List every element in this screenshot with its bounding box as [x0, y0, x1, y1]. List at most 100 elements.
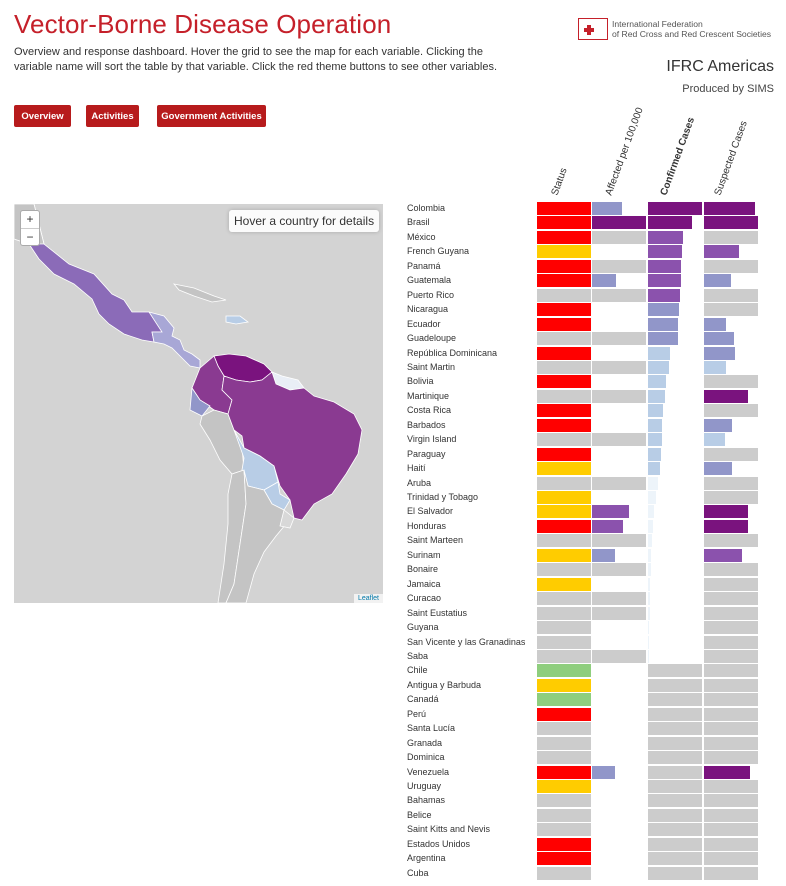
table-row[interactable]: Haití [0, 462, 786, 476]
cell-confirmed[interactable] [648, 606, 650, 620]
cell-suspected[interactable] [704, 808, 758, 822]
table-row[interactable]: República Dominicana [0, 346, 786, 361]
cell-suspected[interactable] [704, 722, 758, 736]
activities-button[interactable]: Activities [86, 105, 139, 127]
cell-suspected[interactable] [704, 259, 758, 273]
cell-status[interactable] [537, 852, 591, 866]
column-header-affected[interactable]: Affected per 100,000 [603, 106, 646, 197]
cell-status[interactable] [537, 794, 591, 808]
cell-suspected[interactable] [704, 606, 758, 620]
table-row[interactable]: Jamaica [0, 577, 786, 592]
cell-confirmed[interactable] [648, 332, 678, 346]
cell-status[interactable] [537, 693, 591, 707]
cell-confirmed[interactable] [648, 447, 661, 461]
table-row[interactable]: Uruguay [0, 780, 786, 794]
cell-suspected[interactable] [704, 216, 758, 230]
table-row[interactable]: Colombia [0, 202, 786, 216]
cell-status[interactable] [537, 736, 591, 750]
cell-affected[interactable] [592, 230, 646, 244]
cell-suspected[interactable] [704, 375, 758, 389]
cell-confirmed[interactable] [648, 491, 656, 504]
table-row[interactable]: Bolivia [0, 375, 786, 389]
cell-confirmed[interactable] [648, 765, 702, 779]
cell-suspected[interactable] [704, 519, 748, 533]
cell-affected[interactable] [592, 606, 646, 620]
choropleth-map[interactable]: + − Hover a country for details Leaflet [14, 204, 383, 603]
table-row[interactable]: Trinidad y Tobago [0, 491, 786, 505]
cell-status[interactable] [537, 780, 591, 793]
cell-affected[interactable] [592, 649, 646, 663]
cell-status[interactable] [537, 216, 591, 230]
table-row[interactable]: Curacao [0, 592, 786, 606]
cell-confirmed[interactable] [648, 317, 678, 331]
cell-suspected[interactable] [704, 693, 758, 707]
cell-suspected[interactable] [704, 360, 726, 374]
cell-suspected[interactable] [704, 852, 758, 866]
cell-suspected[interactable] [704, 389, 748, 403]
overview-button[interactable]: Overview [14, 105, 71, 127]
cell-confirmed[interactable] [648, 563, 651, 577]
cell-affected[interactable] [592, 332, 646, 346]
cell-suspected[interactable] [704, 678, 758, 692]
table-row[interactable]: Venezuela [0, 765, 786, 780]
cell-confirmed[interactable] [648, 389, 665, 403]
cell-status[interactable] [537, 808, 591, 822]
cell-status[interactable] [537, 462, 591, 476]
cell-status[interactable] [537, 621, 591, 635]
cell-confirmed[interactable] [648, 245, 682, 259]
cell-status[interactable] [537, 245, 591, 259]
table-row[interactable]: Guadeloupe [0, 332, 786, 346]
cell-confirmed[interactable] [648, 577, 650, 591]
government-activities-button[interactable]: Government Activities [157, 105, 266, 127]
table-row[interactable]: Chile [0, 664, 786, 678]
cell-affected[interactable] [592, 505, 629, 519]
cell-confirmed[interactable] [648, 592, 650, 606]
cell-affected[interactable] [592, 548, 615, 562]
table-row[interactable]: Surinam [0, 548, 786, 563]
cell-affected[interactable] [592, 519, 623, 533]
table-row[interactable]: Aruba [0, 476, 786, 491]
cell-status[interactable] [537, 303, 591, 317]
cell-confirmed[interactable] [648, 693, 702, 707]
cell-suspected[interactable] [704, 621, 758, 635]
cell-status[interactable] [537, 332, 591, 346]
table-row[interactable]: San Vicente y las Granadinas [0, 635, 786, 650]
table-row[interactable]: Bonaire [0, 563, 786, 577]
column-header-suspected[interactable]: Suspected Cases [712, 119, 750, 197]
cell-suspected[interactable] [704, 736, 758, 750]
cell-suspected[interactable] [704, 780, 758, 793]
cell-affected[interactable] [592, 476, 646, 490]
cell-affected[interactable] [592, 433, 646, 447]
cell-suspected[interactable] [704, 447, 758, 461]
cell-suspected[interactable] [704, 505, 748, 519]
cell-suspected[interactable] [704, 346, 735, 360]
table-row[interactable]: Estados Unidos [0, 837, 786, 852]
cell-confirmed[interactable] [648, 736, 702, 750]
cell-confirmed[interactable] [648, 649, 649, 663]
table-row[interactable]: Cuba [0, 866, 786, 881]
table-row[interactable]: Guatemala [0, 274, 786, 288]
cell-affected[interactable] [592, 360, 646, 374]
table-row[interactable]: Brasil [0, 216, 786, 230]
cell-affected[interactable] [592, 202, 622, 215]
table-row[interactable]: Barbados [0, 418, 786, 433]
cell-confirmed[interactable] [648, 707, 702, 721]
cell-status[interactable] [537, 707, 591, 721]
cell-status[interactable] [537, 491, 591, 504]
table-row[interactable]: Granada [0, 736, 786, 751]
cell-suspected[interactable] [704, 317, 726, 331]
cell-status[interactable] [537, 519, 591, 533]
table-row[interactable]: Ecuador [0, 317, 786, 332]
table-row[interactable]: Antigua y Barbuda [0, 678, 786, 693]
cell-affected[interactable] [592, 592, 646, 606]
table-row[interactable]: México [0, 230, 786, 245]
cell-confirmed[interactable] [648, 664, 702, 678]
cell-status[interactable] [537, 722, 591, 736]
cell-confirmed[interactable] [648, 476, 658, 490]
cell-confirmed[interactable] [648, 346, 670, 360]
cell-status[interactable] [537, 476, 591, 490]
cell-status[interactable] [537, 606, 591, 620]
cell-suspected[interactable] [704, 563, 758, 577]
cell-status[interactable] [537, 404, 591, 418]
table-row[interactable]: Saint Marteen [0, 534, 786, 548]
